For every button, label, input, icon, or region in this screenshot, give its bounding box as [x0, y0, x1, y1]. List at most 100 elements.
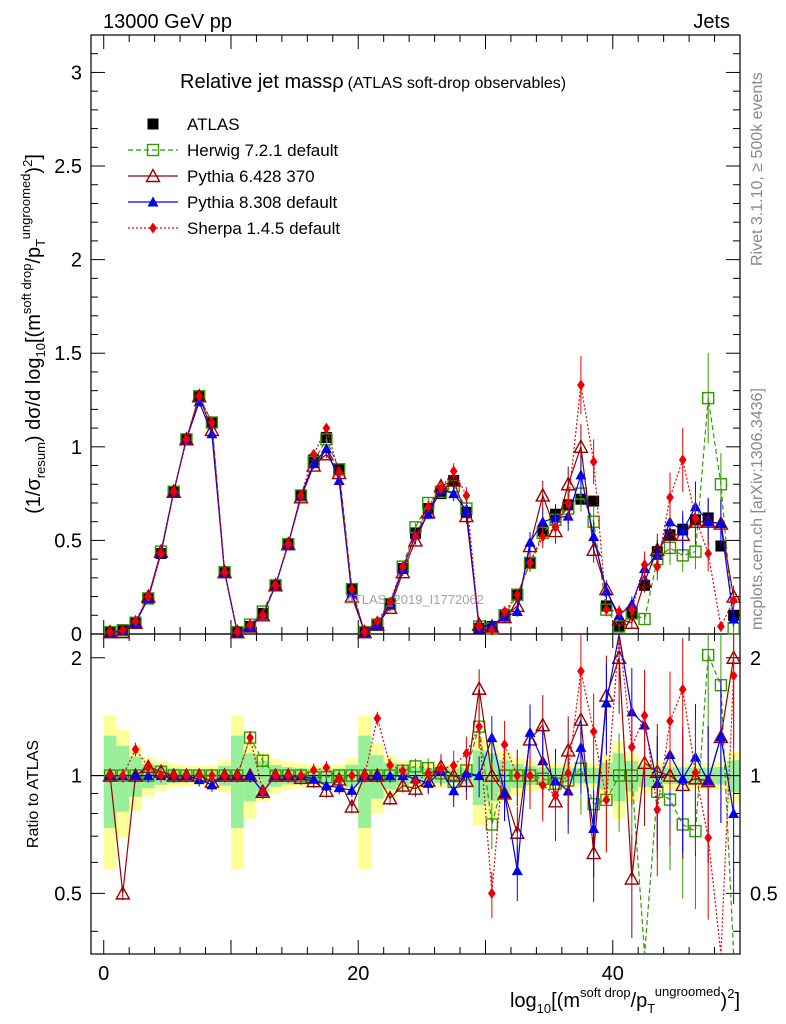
marker-diamond-filled [360, 626, 369, 638]
marker-triangle-filled [575, 741, 587, 752]
marker-triangle-open [395, 777, 411, 792]
marker-square-open [701, 648, 715, 662]
marker-triangle-filled [524, 726, 536, 737]
marker-diamond-filled [729, 670, 738, 682]
marker-diamond-filled [602, 604, 611, 616]
marker-triangle-open [145, 168, 161, 183]
marker-diamond-filled [208, 770, 216, 782]
marker-diamond-filled [678, 683, 687, 695]
marker-diamond-filled [131, 615, 140, 627]
marker-square-open [701, 391, 715, 405]
marker-triangle-filled [486, 732, 498, 743]
y-tick-label: 3 [71, 62, 82, 84]
y-tick-label: 2 [71, 250, 82, 272]
marker-triangle-open [382, 790, 398, 805]
marker-diamond-filled [144, 761, 153, 773]
marker-diamond-filled [488, 624, 496, 636]
marker-diamond-filled [717, 621, 725, 633]
marker-diamond-filled [373, 712, 382, 724]
marker-diamond-filled [169, 486, 178, 498]
ratio-tick-label: 1 [71, 766, 82, 788]
marker-diamond-filled [653, 804, 662, 816]
y-tick-label: 1 [71, 437, 82, 459]
marker-diamond-filled [513, 770, 522, 782]
marker-triangle-open [573, 438, 589, 454]
marker-triangle-filled [384, 770, 396, 781]
rivet-version-note: Rivet 3.1.10, ≥ 500k events [749, 72, 766, 266]
marker-triangle-open [407, 532, 424, 547]
marker-diamond-filled [627, 741, 636, 753]
marker-diamond-filled [182, 433, 191, 445]
marker-diamond-filled [666, 491, 674, 503]
marker-diamond-filled [640, 559, 649, 571]
marker-diamond-filled [258, 609, 267, 621]
marker-diamond-filled [564, 767, 573, 779]
marker-diamond-filled [220, 566, 229, 578]
y-tick-label: 0 [71, 624, 82, 646]
main-panel-series [102, 352, 742, 639]
marker-diamond-filled [653, 561, 662, 573]
marker-diamond-filled [118, 770, 127, 782]
marker-diamond-filled [475, 721, 483, 733]
marker-triangle-filled [448, 785, 460, 796]
tick-labels: 0 20 40 0 0.5 1 1.5 2 2.5 3 0.5 0.5 1 1 2 2 [54, 62, 778, 985]
marker-diamond-filled [246, 619, 254, 631]
marker-diamond-filled [195, 390, 204, 402]
marker-diamond-filled [386, 759, 394, 771]
marker-triangle-open [535, 717, 551, 732]
marker-diamond-filled [577, 665, 585, 677]
marker-diamond-filled [500, 606, 509, 618]
marker-diamond-filled [284, 538, 293, 550]
marker-triangle-open [115, 885, 131, 900]
marker-triangle-open [242, 618, 258, 633]
marker-triangle-filled [588, 531, 600, 542]
marker-diamond-filled [309, 448, 318, 460]
marker-diamond-filled [398, 561, 407, 573]
x-tick-label: 0 [98, 963, 109, 985]
marker-diamond-filled [729, 594, 738, 606]
marker-diamond-filled [373, 615, 382, 627]
chart-title-main: Relative jet massρ [180, 71, 344, 93]
marker-triangle-open [496, 609, 513, 624]
marker-diamond-filled [691, 512, 700, 524]
marker-diamond-filled [220, 770, 229, 782]
marker-triangle-filled [511, 606, 523, 617]
chart-title: Relative jet massρ (ATLAS soft-drop obser… [180, 71, 566, 93]
marker-diamond-filled [233, 770, 242, 782]
marker-diamond-filled [551, 521, 560, 533]
marker-triangle-filled [702, 516, 714, 527]
y-tick-label: 0.5 [54, 530, 82, 552]
marker-diamond-filled [577, 379, 585, 391]
legend: ATLAS Herwig 7.2.1 default Pythia 6.428 37… [128, 115, 340, 238]
x-tick-label: 20 [347, 963, 369, 985]
y-tick-label: 1.5 [54, 343, 82, 365]
marker-diamond-filled [627, 604, 636, 616]
marker-diamond-filled [640, 710, 649, 722]
ratio-panel-frame [90, 633, 741, 955]
marker-diamond-filled [106, 626, 114, 638]
marker-triangle-filled [600, 585, 612, 596]
chart-subtitle: (ATLAS soft-drop observables) [348, 75, 566, 92]
marker-triangle-filled [320, 443, 332, 454]
marker-triangle-open [344, 798, 360, 813]
marker-triangle-open [318, 446, 335, 461]
x-tick-label: 40 [602, 963, 624, 985]
marker-triangle-open [484, 767, 500, 782]
marker-triangle-filled [333, 782, 345, 793]
marker-diamond-filled [233, 626, 242, 638]
marker-triangle-filled [677, 525, 689, 536]
marker-diamond-filled [106, 770, 114, 782]
marker-diamond-filled [297, 770, 305, 782]
marker-diamond-filled [157, 770, 165, 782]
legend-label: Sherpa 1.4.5 default [187, 219, 340, 238]
marker-square-open [146, 143, 160, 157]
marker-triangle-filled [715, 518, 727, 529]
marker-diamond-filled [144, 591, 153, 603]
marker-triangle-filled [486, 619, 498, 630]
marker-triangle-filled [499, 787, 511, 798]
marker-diamond-filled [462, 748, 471, 760]
marker-diamond-filled [602, 794, 611, 806]
marker-diamond-filled [271, 579, 280, 591]
marker-square-open [689, 545, 702, 558]
header-left: 13000 GeV pp [103, 11, 232, 33]
